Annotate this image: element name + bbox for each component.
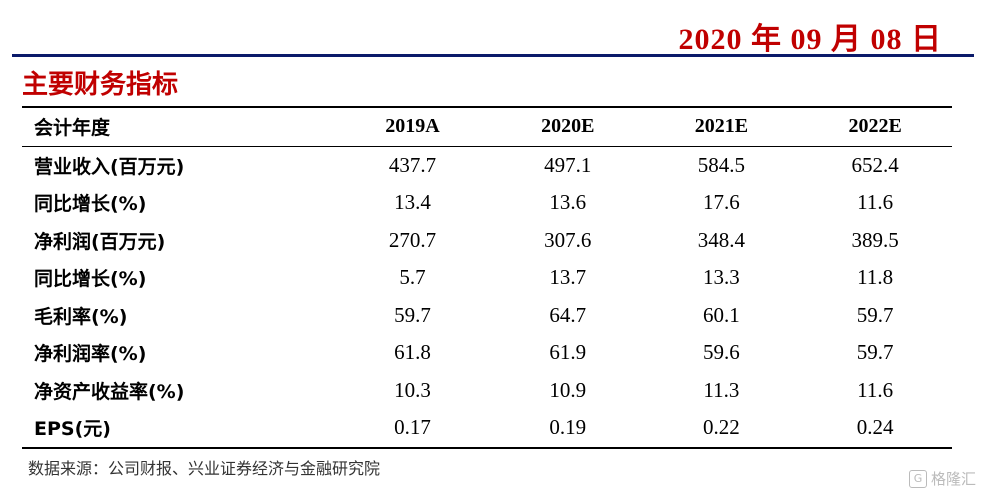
value-cell: 10.3 [394,377,431,402]
row-label: 毛利率(%) [34,305,128,328]
value-cell: 5.7 [399,265,426,290]
watermark-logo-icon: G [908,469,927,488]
value-cell: 60.1 [703,302,740,327]
header-cell: 2021E [694,115,749,138]
value-cell: 11.6 [857,190,894,215]
row-label: 净利润率(%) [34,343,147,366]
row-label: 同比增长(%) [34,193,147,216]
source-note: 数据来源：公司财报、兴业证券经济与金融研究院 [28,459,381,478]
table-row: 毛利率(%) 59.7 64.7 60.1 59.7 [22,297,952,335]
table-body: 营业收入(百万元) 437.7 497.1 584.5 652.4 同比增长(%) 13.4… [22,146,952,448]
value-cell: 11.6 [857,377,894,402]
value-cell: 437.7 [388,152,437,177]
table-row: EPS(元) 0.17 0.19 0.22 0.24 [22,409,952,448]
value-cell: 307.6 [544,227,592,252]
value-cell: 652.4 [851,152,899,177]
value-cell: 59.7 [856,340,894,365]
table-row: 同比增长(%) 13.4 13.6 17.6 11.6 [22,184,952,222]
value-cell: 13.4 [394,190,431,215]
value-cell: 64.7 [549,302,587,327]
value-cell: 10.9 [549,377,587,402]
row-label: EPS(元) [34,418,111,441]
value-cell: 13.6 [549,190,587,215]
value-cell: 389.5 [851,227,899,252]
table-row: 净利润率(%) 61.8 61.9 59.6 59.7 [22,334,952,372]
value-cell: 61.9 [549,340,587,365]
value-cell: 497.1 [544,152,592,177]
header-rule [12,54,974,57]
table-header-row: 会计年度 2019A 2020E 2021E 2022E [22,107,952,146]
value-cell: 11.3 [703,377,740,402]
value-cell: 13.3 [703,265,740,290]
value-cell: 13.7 [549,265,587,290]
header-cell: 2019A [385,115,440,138]
header-cell: 会计年度 [34,117,111,140]
value-cell: 59.7 [394,302,431,327]
row-label: 同比增长(%) [34,268,147,291]
financial-table: 会计年度 2019A 2020E 2021E 2022E 营业收入(百万元) 43… [22,106,952,449]
value-cell: 59.7 [856,302,894,327]
table-row: 营业收入(百万元) 437.7 497.1 584.5 652.4 [22,146,952,184]
value-cell: 0.17 [394,415,431,440]
value-cell: 11.8 [857,265,894,290]
row-label: 净利润(百万元) [34,230,166,253]
value-cell: 0.22 [703,415,740,440]
row-label: 营业收入(百万元) [34,155,185,178]
value-cell: 59.6 [703,340,740,365]
watermark: G 格隆汇 [908,468,976,489]
header-cell: 2022E [848,115,902,138]
row-label: 净资产收益率(%) [34,380,185,403]
value-cell: 0.24 [856,415,894,440]
value-cell: 0.19 [549,415,587,440]
table-row: 净利润(百万元) 270.7 307.6 348.4 389.5 [22,222,952,260]
value-cell: 348.4 [697,227,746,252]
value-cell: 270.7 [388,227,437,252]
report-date: 2020 年 09 月 08 日 [678,23,942,56]
header-cell: 2020E [541,115,595,138]
value-cell: 584.5 [697,152,746,177]
value-cell: 61.8 [394,340,431,365]
table-row: 同比增长(%) 5.7 13.7 13.3 11.8 [22,259,952,297]
section-title: 主要财务指标 [22,70,179,100]
value-cell: 17.6 [703,190,740,215]
watermark-text: 格隆汇 [930,470,976,488]
table-row: 净资产收益率(%) 10.3 10.9 11.3 11.6 [22,372,952,410]
